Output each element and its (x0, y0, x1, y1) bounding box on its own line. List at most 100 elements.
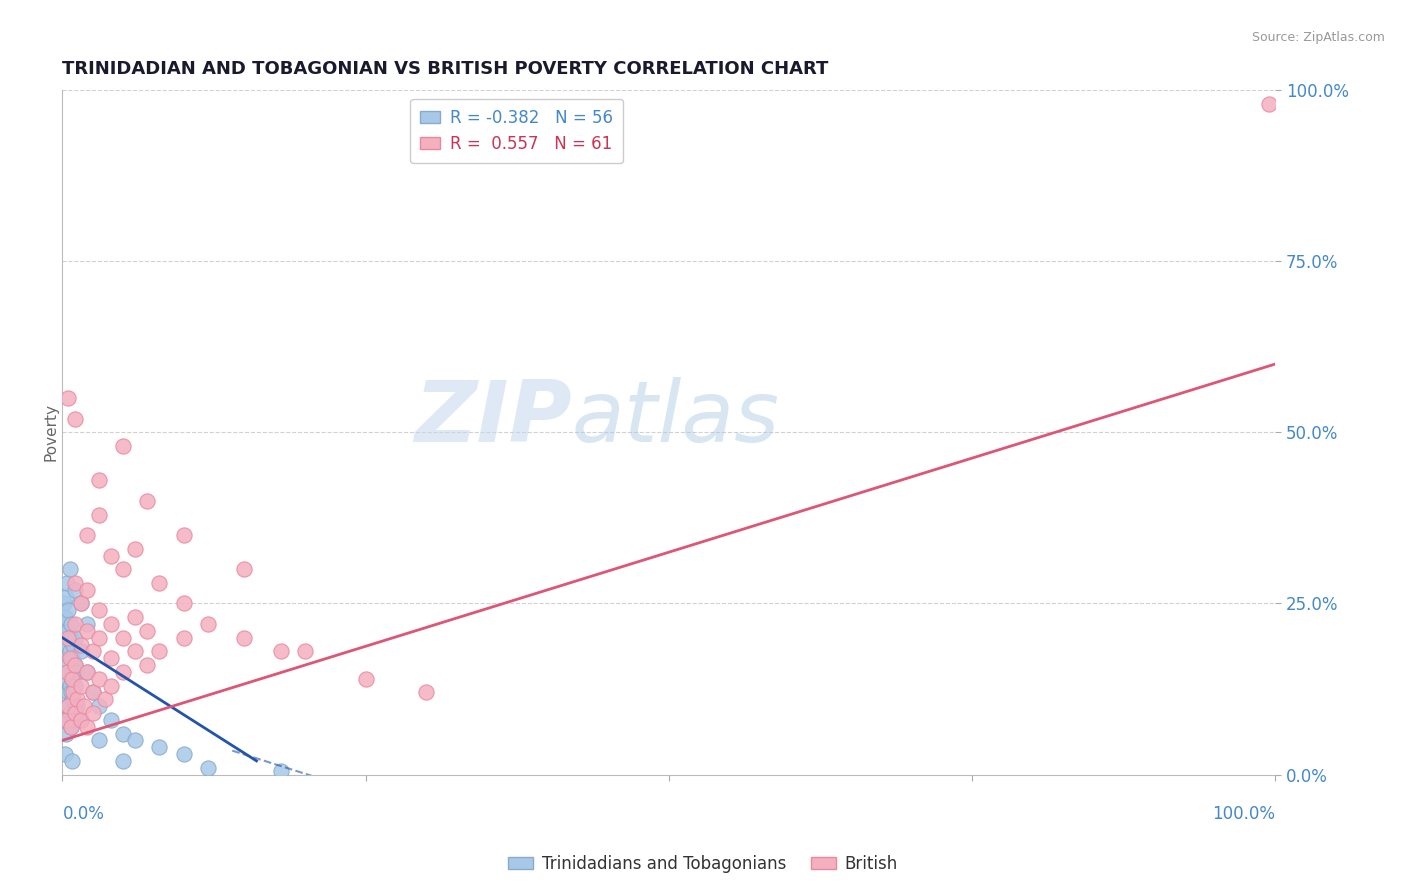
Point (56, 699, 79, 714)
Point (55, 590, 77, 604)
Point (354, 672, 377, 686)
Point (76, 582, 98, 597)
Point (82, 706, 104, 720)
Point (53, 610, 76, 624)
Point (66, 692, 89, 706)
Point (124, 541, 146, 556)
Point (87, 733, 110, 747)
Point (173, 528, 195, 542)
Point (270, 644, 292, 658)
Point (60, 672, 83, 686)
Point (55, 672, 77, 686)
Text: Source: ZipAtlas.com: Source: ZipAtlas.com (1251, 31, 1385, 45)
Point (58, 631, 80, 645)
Point (69, 713, 91, 727)
Point (69, 597, 91, 611)
Text: TRINIDADIAN AND TOBAGONIAN VS BRITISH POVERTY CORRELATION CHART: TRINIDADIAN AND TOBAGONIAN VS BRITISH PO… (62, 60, 828, 78)
Point (66, 699, 89, 714)
Point (59, 679, 82, 693)
Point (59, 562, 82, 576)
Point (58, 685, 80, 699)
Point (63, 576, 86, 591)
Point (62, 638, 84, 652)
Text: 0.0%: 0.0% (62, 805, 104, 823)
Point (76, 617, 98, 632)
Point (233, 562, 256, 576)
Point (173, 631, 195, 645)
Point (56, 576, 79, 591)
Point (63, 658, 86, 673)
Point (136, 658, 159, 673)
Point (59, 720, 82, 734)
Point (62, 692, 84, 706)
Point (100, 617, 122, 632)
Point (69, 638, 91, 652)
Point (65, 706, 87, 720)
Point (53, 631, 76, 645)
Point (100, 651, 122, 665)
Point (136, 493, 159, 508)
Point (1258, 97, 1281, 112)
Point (148, 740, 170, 755)
Point (62, 713, 84, 727)
Point (59, 706, 82, 720)
Point (55, 617, 77, 632)
Point (59, 651, 82, 665)
Point (112, 562, 135, 576)
Point (69, 679, 91, 693)
Point (56, 638, 79, 652)
Point (415, 685, 437, 699)
Text: ZIP: ZIP (415, 377, 572, 460)
Point (197, 617, 219, 632)
Point (112, 754, 135, 768)
Point (124, 644, 146, 658)
Point (63, 582, 86, 597)
Point (197, 761, 219, 775)
Point (100, 713, 122, 727)
Point (270, 764, 292, 779)
Point (63, 706, 86, 720)
Point (87, 473, 110, 487)
Point (73, 699, 96, 714)
Point (112, 631, 135, 645)
Point (60, 672, 83, 686)
Point (94, 692, 117, 706)
Point (294, 644, 316, 658)
Text: 100.0%: 100.0% (1212, 805, 1275, 823)
Point (59, 685, 82, 699)
Point (58, 624, 80, 638)
Text: atlas: atlas (572, 377, 780, 460)
Point (69, 597, 91, 611)
Point (76, 665, 98, 679)
Point (63, 658, 86, 673)
Point (112, 439, 135, 453)
Point (82, 685, 104, 699)
Point (63, 617, 86, 632)
Point (76, 720, 98, 734)
Point (63, 699, 86, 714)
Point (62, 685, 84, 699)
Point (63, 679, 86, 693)
Point (112, 726, 135, 740)
Point (58, 603, 80, 617)
Point (59, 631, 82, 645)
Point (87, 699, 110, 714)
Point (173, 747, 195, 761)
Point (233, 631, 256, 645)
Point (76, 624, 98, 638)
Point (69, 644, 91, 658)
Point (76, 528, 98, 542)
Point (87, 508, 110, 522)
Point (60, 754, 83, 768)
Point (148, 644, 170, 658)
Point (66, 665, 89, 679)
Point (69, 713, 91, 727)
Point (63, 411, 86, 425)
Legend: R = -0.382   N = 56, R =  0.557   N = 61: R = -0.382 N = 56, R = 0.557 N = 61 (411, 99, 623, 163)
Point (53, 713, 76, 727)
Point (136, 624, 159, 638)
Point (148, 576, 170, 591)
Point (58, 391, 80, 405)
Point (87, 672, 110, 686)
Point (59, 644, 82, 658)
